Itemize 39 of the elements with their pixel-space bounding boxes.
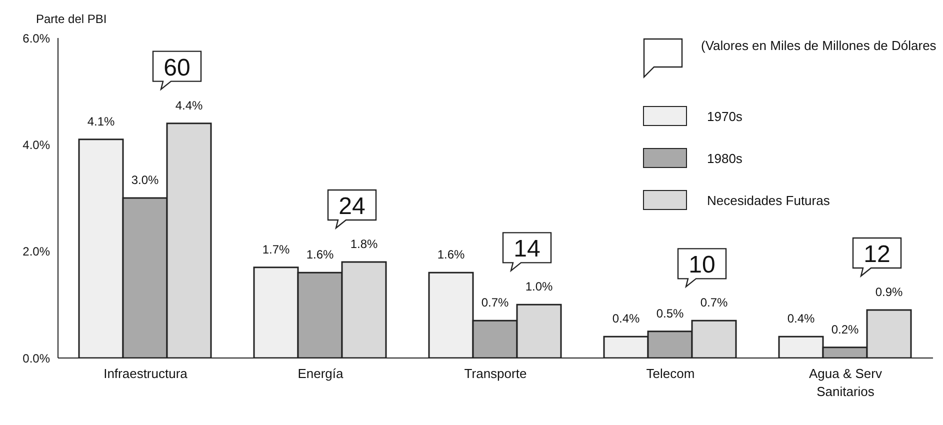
y-tick-label: 2.0%	[22, 244, 50, 259]
x-tick-label: Infraestructura	[104, 366, 188, 381]
speech-bubble: 12	[852, 237, 902, 278]
x-tick-label: Agua & Serv Sanitarios	[809, 366, 882, 399]
annotation: 10	[688, 252, 716, 279]
speech-bubble: 14	[502, 232, 552, 272]
data-label: 0.2%	[831, 322, 859, 336]
data-label: 0.9%	[875, 285, 903, 299]
y-tick-label: 6.0%	[22, 31, 50, 46]
data-label: 0.5%	[656, 306, 684, 320]
data-label: 0.4%	[612, 312, 640, 326]
y-axis-title: Parte del PBI	[36, 12, 107, 26]
speech-bubble: 10	[677, 248, 727, 288]
legend-label: Necesidades Futuras	[707, 192, 830, 208]
x-tick-label: Transporte	[464, 366, 527, 381]
data-label: 0.4%	[787, 312, 815, 326]
data-label: 3.0%	[131, 173, 159, 187]
annotation: 24	[338, 193, 366, 220]
data-label: 1.7%	[262, 242, 290, 256]
legend-label: 1980s	[707, 150, 742, 166]
data-label: 0.7%	[700, 296, 728, 310]
data-label: 0.7%	[481, 296, 509, 310]
x-tick-label: Energía	[298, 366, 344, 381]
speech-bubble: 60	[152, 50, 202, 91]
speech-bubble: 24	[327, 189, 377, 230]
data-label: 1.6%	[306, 248, 334, 262]
y-tick-label: 0.0%	[22, 351, 50, 366]
data-label: 4.1%	[87, 114, 115, 128]
y-tick-label: 4.0%	[22, 138, 50, 152]
annotation: 60	[164, 54, 190, 82]
data-label: 1.6%	[437, 248, 465, 262]
legend-label: 1970s	[707, 108, 742, 124]
annotation: 12	[864, 241, 890, 268]
data-label: 1.8%	[350, 237, 378, 251]
data-label: 4.4%	[175, 98, 203, 112]
x-tick-label: Telecom	[646, 366, 695, 381]
annotation: 14	[514, 236, 540, 263]
annotation: (Valores en Miles de Millones de Dólares	[701, 38, 936, 53]
data-label: 1.0%	[525, 280, 553, 294]
